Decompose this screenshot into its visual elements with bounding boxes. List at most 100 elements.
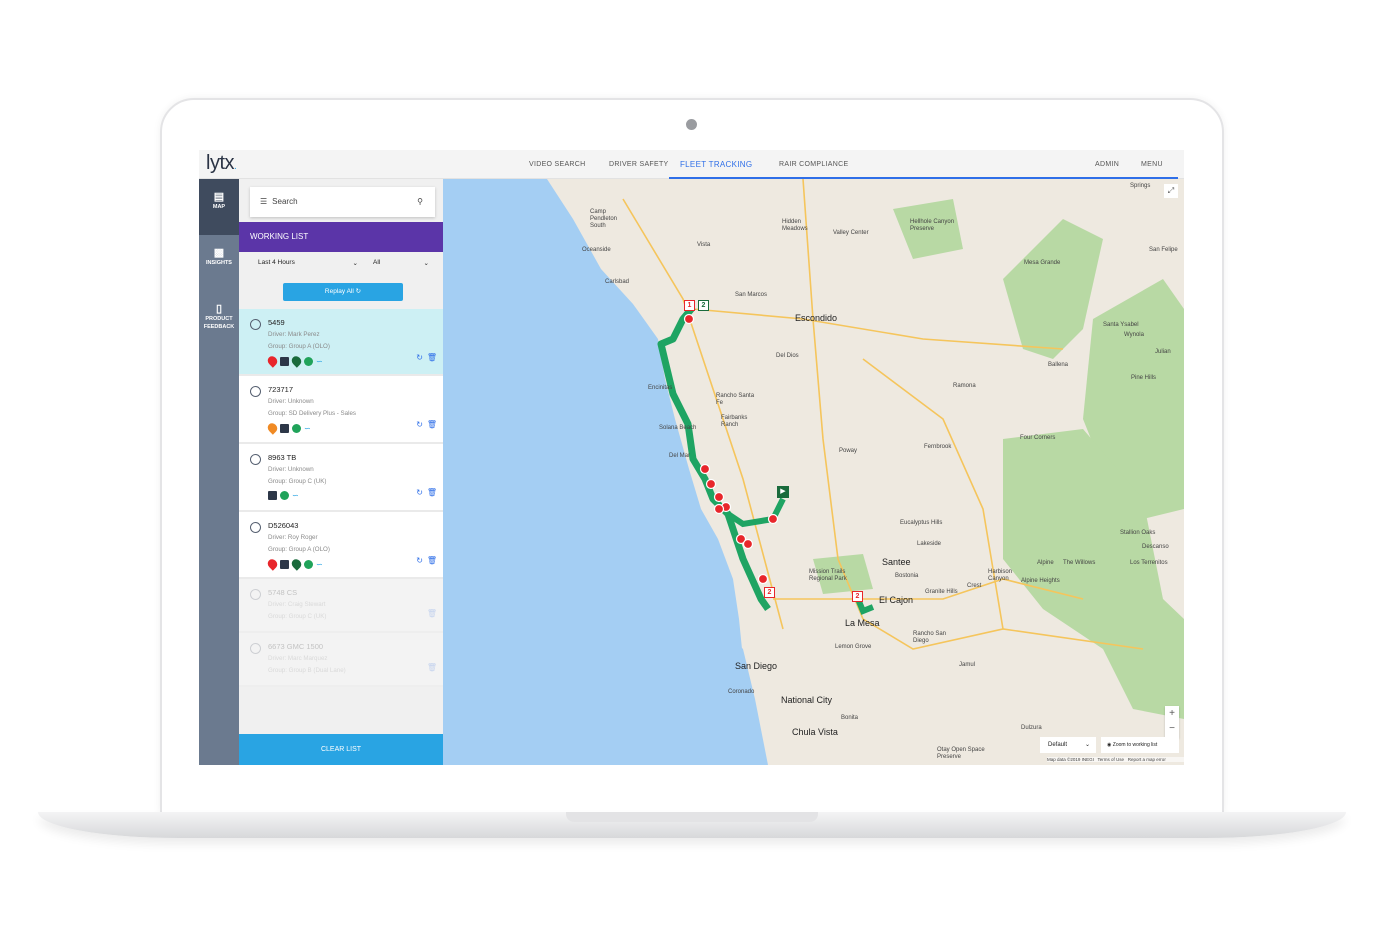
vehicle-list-item[interactable]: 6673 GMC 1500 Driver: Marc Marquez Group… xyxy=(239,633,443,687)
time-filter-select[interactable]: Last 4 Hours ⌄ xyxy=(258,259,358,267)
nav-admin[interactable]: ADMIN xyxy=(1095,161,1120,168)
replay-icon[interactable]: ↻ xyxy=(416,556,423,565)
vehicle-list-item[interactable]: 5459 Driver: Mark Perez Group: Group A (… xyxy=(239,309,443,376)
map-place-label: Mesa Grande xyxy=(1024,260,1061,266)
search-input[interactable]: ☰ Search ⚲ xyxy=(250,187,435,217)
trash-icon[interactable]: 🗑 xyxy=(426,488,437,497)
trend-icon[interactable]: ∽ xyxy=(316,559,323,569)
hamburger-icon[interactable]: ☰ xyxy=(260,197,268,206)
location-event-icon[interactable] xyxy=(289,354,304,368)
status-icon[interactable] xyxy=(280,491,289,500)
clear-list-button[interactable]: CLEAR LIST xyxy=(239,734,443,765)
map-marker-start[interactable]: 1 xyxy=(684,300,695,311)
event-pin[interactable] xyxy=(699,463,711,475)
map-place-label: San Marcos xyxy=(735,292,768,298)
rail-label: PRODUCT FEEDBACK xyxy=(203,316,235,330)
time-filter-value: Last 4 Hours xyxy=(258,259,295,266)
replay-icon[interactable]: ↻ xyxy=(416,488,423,497)
logo-dot: . xyxy=(234,161,237,172)
video-event-icon[interactable] xyxy=(280,559,289,569)
map-place-label: The Willows xyxy=(1063,560,1096,566)
rail-item-product-feedback[interactable]: ▯ PRODUCT FEEDBACK xyxy=(199,291,239,347)
terms-link[interactable]: Terms of Use xyxy=(1097,757,1125,762)
route-line-3 xyxy=(855,597,875,615)
trash-icon[interactable]: 🗑 xyxy=(426,556,437,565)
location-event-icon[interactable] xyxy=(289,557,304,571)
trend-icon[interactable]: ∽ xyxy=(292,491,299,500)
map-place-label: Springs xyxy=(1130,183,1151,189)
vehicle-id: 8963 TB xyxy=(268,453,297,462)
map-place-label: Valley Center xyxy=(833,230,869,236)
fullscreen-button[interactable]: ⤢ xyxy=(1164,184,1178,198)
map-canvas xyxy=(443,179,1184,765)
replay-icon[interactable]: ↻ xyxy=(416,353,423,362)
replay-icon[interactable]: ↻ xyxy=(416,420,423,429)
report-error-link[interactable]: Report a map error xyxy=(1127,757,1166,762)
steering-wheel-icon xyxy=(250,589,261,600)
speeding-event-icon[interactable] xyxy=(265,354,280,368)
idle-event-icon[interactable] xyxy=(265,421,280,435)
map-place-label: Crest xyxy=(967,583,982,589)
trash-icon[interactable]: 🗑 xyxy=(426,420,437,429)
trash-icon[interactable]: 🗑 xyxy=(426,353,437,362)
map-place-label: Bostonia xyxy=(895,573,919,579)
event-pin[interactable] xyxy=(735,533,747,545)
event-pin[interactable] xyxy=(742,538,754,550)
vehicle-driver: Driver: Unknown xyxy=(268,466,314,473)
map-marker-cluster[interactable]: 2 xyxy=(698,300,709,311)
nav-video-search[interactable]: VIDEO SEARCH xyxy=(529,161,586,168)
rail-item-map[interactable]: ▤ MAP xyxy=(199,179,239,235)
video-event-icon[interactable] xyxy=(268,491,277,500)
lytx-logo[interactable]: lytx. xyxy=(206,152,237,175)
trend-icon[interactable]: ∽ xyxy=(316,356,323,366)
search-icon[interactable]: ⚲ xyxy=(417,197,423,206)
nav-menu[interactable]: MENU xyxy=(1141,161,1163,168)
rail-item-insights[interactable]: ▩ INSIGHTS xyxy=(199,235,239,291)
map-place-label: Santa Ysabel xyxy=(1103,322,1139,328)
map-place-label: Carlsbad xyxy=(605,279,630,285)
trend-icon[interactable]: ∽ xyxy=(304,423,311,433)
vehicle-location-marker[interactable]: ▶ xyxy=(777,486,789,498)
replay-all-button[interactable]: Replay All ↻ xyxy=(283,283,403,301)
map-place-label: Santee xyxy=(882,557,911,567)
map-place-label: Lemon Grove xyxy=(835,644,872,650)
map-view[interactable]: Camp Pendleton South Oceanside Vista Carlsb… xyxy=(443,179,1184,765)
zoom-to-working-list-button[interactable]: ◉ Zoom to working list xyxy=(1101,737,1179,753)
map-place-label: Jamul xyxy=(959,662,976,668)
vehicle-list-item[interactable]: 8963 TB Driver: Unknown Group: Group C (… xyxy=(239,444,443,512)
event-pin[interactable] xyxy=(767,513,779,525)
event-pin[interactable] xyxy=(683,313,695,325)
nav-rair-compliance[interactable]: RAIR COMPLIANCE xyxy=(779,161,849,168)
map-marker-cluster[interactable]: 2 xyxy=(852,591,863,602)
zoom-in-button[interactable]: + xyxy=(1169,708,1175,719)
trash-icon[interactable]: 🗑 xyxy=(426,609,437,618)
trash-icon[interactable]: 🗑 xyxy=(426,663,437,672)
steering-wheel-icon xyxy=(250,643,261,654)
vehicle-group: Group: SD Delivery Plus - Sales xyxy=(268,410,357,417)
vehicle-driver: Driver: Roy Roger xyxy=(268,534,318,541)
nav-fleet-tracking[interactable]: FLEET TRACKING xyxy=(669,150,1178,179)
event-pin[interactable] xyxy=(705,478,717,490)
map-marker-cluster[interactable]: 2 xyxy=(764,587,775,598)
status-icon[interactable] xyxy=(292,423,301,433)
status-icon[interactable] xyxy=(304,559,313,569)
vehicle-list-item[interactable]: 723717 Driver: Unknown Group: SD Deliver… xyxy=(239,376,443,444)
map-place-label: Descanso xyxy=(1142,544,1169,550)
map-place-label: Ballena xyxy=(1048,362,1069,368)
map-place-label: National City xyxy=(781,695,833,705)
event-pin[interactable] xyxy=(713,503,725,515)
map-type-select[interactable]: Default ⌄ xyxy=(1040,737,1096,753)
replay-icon: ↻ xyxy=(355,288,362,295)
type-filter-select[interactable]: All ⌄ xyxy=(373,259,429,267)
map-place-label: Stallion Oaks xyxy=(1120,530,1156,536)
event-pin[interactable] xyxy=(713,491,725,503)
video-event-icon[interactable] xyxy=(280,356,289,366)
event-pin[interactable] xyxy=(757,573,769,585)
speeding-event-icon[interactable] xyxy=(265,557,280,571)
video-event-icon[interactable] xyxy=(280,423,289,433)
vehicle-list-item[interactable]: D526043 Driver: Roy Roger Group: Group A… xyxy=(239,512,443,579)
nav-driver-safety[interactable]: DRIVER SAFETY xyxy=(609,161,669,168)
status-icon[interactable] xyxy=(304,356,313,366)
zoom-out-button[interactable]: − xyxy=(1169,723,1175,734)
vehicle-list-item[interactable]: 5748 CS Driver: Craig Stewart Group: Gro… xyxy=(239,579,443,633)
